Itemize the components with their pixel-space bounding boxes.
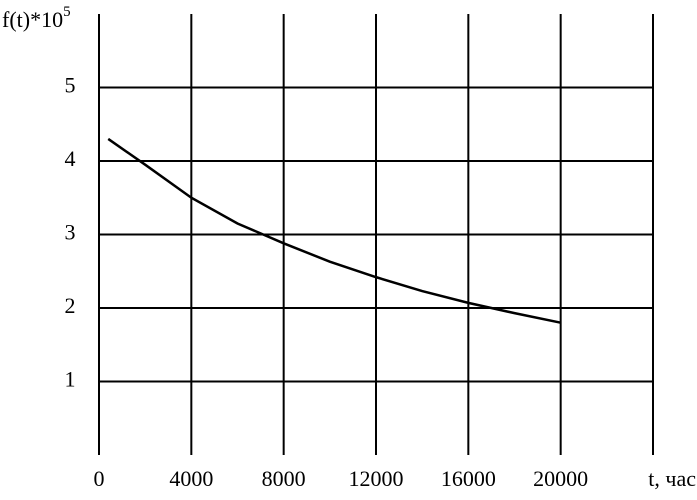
x-tick-label: 8000 bbox=[262, 466, 306, 491]
y-tick-label: 3 bbox=[65, 220, 76, 245]
x-tick-label: 20000 bbox=[533, 466, 588, 491]
y-tick-label: 4 bbox=[65, 146, 76, 171]
x-axis-label: t, час bbox=[648, 466, 696, 491]
y-tick-label: 2 bbox=[65, 293, 76, 318]
y-axis-label: f(t)*105 bbox=[2, 4, 71, 32]
data-line bbox=[107, 137, 561, 324]
y-tick-label: 1 bbox=[65, 367, 76, 392]
y-tick-label: 5 bbox=[65, 73, 76, 98]
x-tick-label: 0 bbox=[94, 466, 105, 491]
x-tick-label: 12000 bbox=[349, 466, 404, 491]
x-tick-label: 16000 bbox=[441, 466, 496, 491]
x-tick-label: 4000 bbox=[169, 466, 213, 491]
